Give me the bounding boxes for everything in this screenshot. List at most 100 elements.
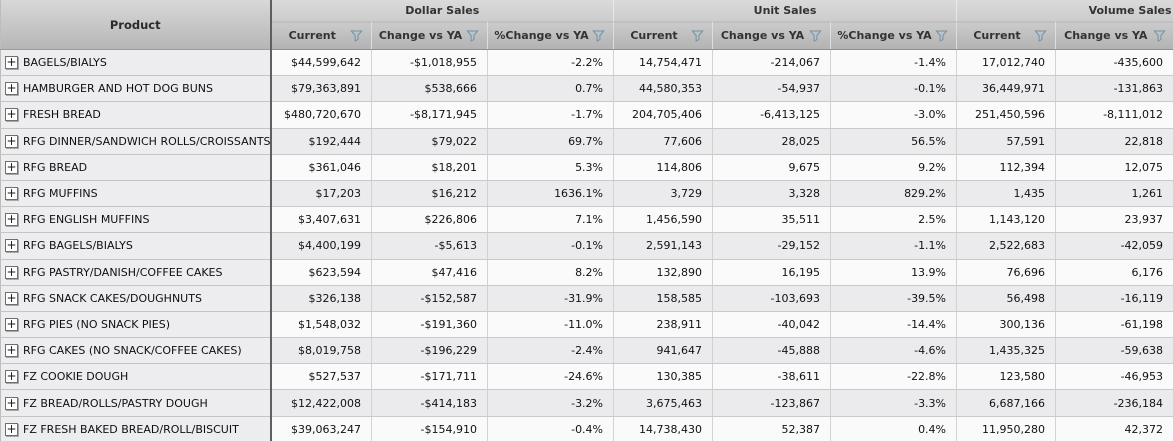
product-cell[interactable]: + RFG DINNER/SANDWICH ROLLS/CROISSANTS [0, 128, 272, 155]
product-cell[interactable]: + RFG BAGELS/BIALYS [0, 232, 272, 260]
value-cell: -3.2% [486, 389, 614, 417]
value-cell: $79,363,891 [270, 75, 372, 103]
table-row: + FZ COOKIE DOUGH $527,537 -$171,711 -24… [0, 363, 1173, 391]
product-cell[interactable]: + FZ BREAD/ROLLS/PASTRY DOUGH [0, 389, 272, 417]
value-cell: 3,328 [712, 180, 831, 208]
filter-icon[interactable] [1034, 30, 1047, 42]
value-cell: -38,611 [712, 363, 831, 391]
value-cell: 130,385 [613, 363, 713, 391]
value-cell: 2,522,683 [956, 232, 1056, 260]
column-header[interactable]: Change vs YA [371, 21, 488, 50]
product-cell[interactable]: + RFG ENGLISH MUFFINS [0, 206, 272, 234]
product-label: BAGELS/BIALYS [23, 56, 107, 70]
column-header[interactable]: Current [270, 21, 372, 50]
value-cell: 1,456,590 [613, 206, 713, 234]
value-cell: 1,261 [1055, 180, 1173, 208]
expand-icon[interactable]: + [5, 133, 18, 148]
table-row: + RFG PIES (NO SNACK PIES) $1,548,032 -$… [0, 311, 1173, 339]
value-cell: 14,754,471 [613, 49, 713, 77]
product-cell[interactable]: + HAMBURGER AND HOT DOG BUNS [0, 75, 272, 103]
value-cell: 22,818 [1055, 128, 1173, 155]
expand-icon[interactable]: + [5, 369, 18, 384]
value-cell: -$171,711 [371, 363, 488, 391]
value-cell: -0.1% [486, 232, 614, 260]
filter-icon[interactable] [350, 30, 363, 42]
product-label: RFG ENGLISH MUFFINS [23, 213, 150, 227]
expand-icon[interactable]: + [5, 107, 18, 122]
table-row: + RFG ENGLISH MUFFINS $3,407,631 $226,80… [0, 206, 1173, 234]
value-cell: 9,675 [712, 154, 831, 181]
value-cell: 12,075 [1055, 154, 1173, 181]
product-cell[interactable]: + RFG PASTRY/DANISH/COFFEE CAKES [0, 259, 272, 286]
value-cell: 44,580,353 [613, 75, 713, 103]
product-label: RFG PASTRY/DANISH/COFFEE CAKES [23, 265, 223, 279]
value-cell: 77,606 [613, 128, 713, 155]
value-cell: 52,387 [712, 416, 831, 441]
product-cell[interactable]: + RFG BREAD [0, 154, 272, 181]
value-cell: -42,059 [1055, 232, 1173, 260]
expand-icon[interactable]: + [5, 421, 18, 436]
product-cell[interactable]: + RFG MUFFINS [0, 180, 272, 208]
product-cell[interactable]: + RFG PIES (NO SNACK PIES) [0, 311, 272, 339]
expand-icon[interactable]: + [5, 212, 18, 227]
value-cell: -59,638 [1055, 337, 1173, 365]
expand-icon[interactable]: + [5, 343, 18, 358]
value-cell: -0.4% [486, 416, 614, 441]
product-cell[interactable]: + FZ COOKIE DOUGH [0, 363, 272, 391]
product-label: RFG PIES (NO SNACK PIES) [23, 317, 171, 331]
value-cell: -40,042 [712, 311, 831, 339]
value-cell: -214,067 [712, 49, 831, 77]
column-header[interactable]: %Change vs YA [830, 21, 957, 50]
expand-icon[interactable]: + [5, 238, 18, 253]
product-cell[interactable]: + BAGELS/BIALYS [0, 49, 272, 77]
filter-icon[interactable] [809, 30, 822, 42]
value-cell: -236,184 [1055, 389, 1173, 417]
table-row: + RFG BREAD $361,046 $18,201 5.3% 114,80… [0, 154, 1173, 181]
value-cell: -1.7% [486, 101, 614, 129]
column-header[interactable]: Current [956, 21, 1056, 50]
product-column-header[interactable]: Product [0, 0, 272, 50]
value-cell: 16,195 [712, 259, 831, 286]
column-header[interactable]: Change vs YA [1055, 21, 1173, 50]
product-cell[interactable]: + FRESH BREAD [0, 101, 272, 129]
value-cell: 28,025 [712, 128, 831, 155]
value-cell: $527,537 [270, 363, 372, 391]
filter-icon[interactable] [935, 30, 948, 42]
value-cell: 7.1% [486, 206, 614, 234]
value-cell: $44,599,642 [270, 49, 372, 77]
expand-icon[interactable]: + [5, 55, 18, 70]
value-cell: 204,705,406 [613, 101, 713, 129]
table-row: + RFG PASTRY/DANISH/COFFEE CAKES $623,59… [0, 259, 1173, 286]
filter-icon[interactable] [466, 30, 479, 42]
value-cell: 2,591,143 [613, 232, 713, 260]
value-cell: 17,012,740 [956, 49, 1056, 77]
filter-icon[interactable] [691, 30, 704, 42]
value-cell: -31.9% [486, 285, 614, 312]
product-cell[interactable]: + RFG CAKES (NO SNACK/COFFEE CAKES) [0, 337, 272, 365]
expand-icon[interactable]: + [5, 395, 18, 410]
value-cell: 1,143,120 [956, 206, 1056, 234]
filter-icon[interactable] [592, 30, 605, 42]
expand-icon[interactable]: + [5, 316, 18, 331]
expand-icon[interactable]: + [5, 81, 18, 96]
column-header[interactable]: %Change vs YA [486, 21, 614, 50]
expand-icon[interactable]: + [5, 264, 18, 279]
value-cell: -54,937 [712, 75, 831, 103]
value-cell: -$196,229 [371, 337, 488, 365]
column-header[interactable]: Current [613, 21, 713, 50]
expand-icon[interactable]: + [5, 290, 18, 305]
product-label: RFG DINNER/SANDWICH ROLLS/CROISSANTS [23, 134, 270, 148]
expand-icon[interactable]: + [5, 186, 18, 201]
column-header-label: %Change vs YA [837, 29, 932, 42]
product-cell[interactable]: + FZ FRESH BAKED BREAD/ROLL/BISCUIT [0, 416, 272, 441]
value-cell: -$1,018,955 [371, 49, 488, 77]
table-row: + RFG DINNER/SANDWICH ROLLS/CROISSANTS $… [0, 128, 1173, 155]
product-cell[interactable]: + RFG SNACK CAKES/DOUGHNUTS [0, 285, 272, 312]
product-label: RFG SNACK CAKES/DOUGHNUTS [23, 291, 202, 305]
column-header[interactable]: Change vs YA [712, 21, 831, 50]
filter-icon[interactable] [1152, 30, 1166, 42]
value-cell: $4,400,199 [270, 232, 372, 260]
expand-icon[interactable]: + [5, 159, 18, 174]
table-row: + FZ FRESH BAKED BREAD/ROLL/BISCUIT $39,… [0, 416, 1173, 441]
